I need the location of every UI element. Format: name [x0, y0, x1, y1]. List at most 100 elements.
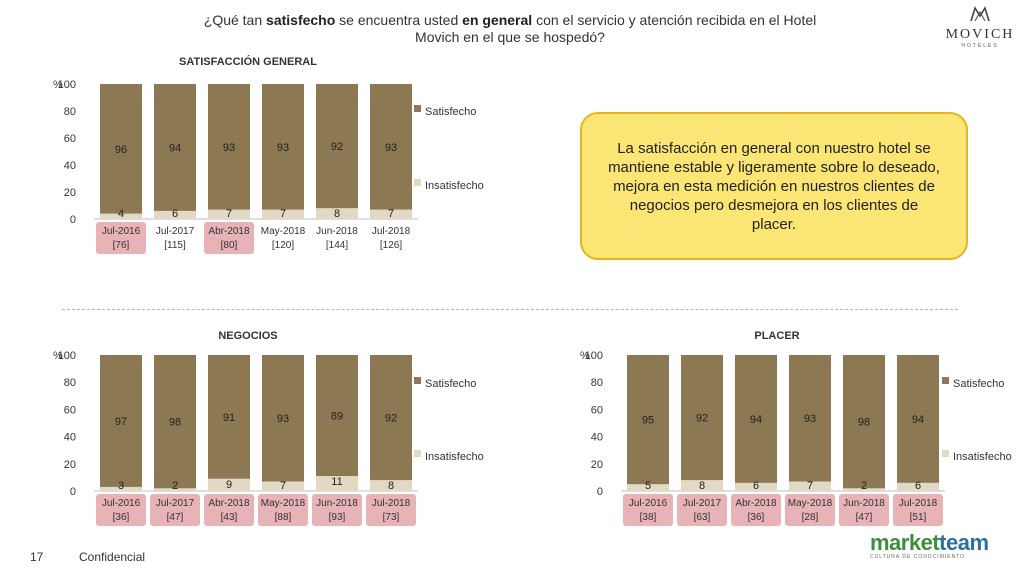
x-tick-label: Jul-2018 — [899, 498, 938, 509]
bar-insatisfecho — [789, 481, 831, 491]
bar-insatisfecho — [897, 482, 939, 491]
category-highlight — [204, 494, 254, 526]
x-tick-label: Jul-2017 — [156, 226, 195, 237]
x-tick-label: Abr-2018 — [208, 498, 250, 509]
category-highlight — [258, 494, 308, 526]
bar-satisfecho — [262, 84, 304, 210]
bar-insatisfecho — [370, 480, 412, 491]
label-insatisfecho: 4 — [118, 208, 124, 220]
label-insatisfecho: 7 — [388, 208, 394, 220]
confidential-label: Confidencial — [79, 550, 146, 564]
label-insatisfecho: 7 — [280, 208, 286, 220]
bar-satisfecho — [843, 355, 885, 489]
legend-swatch — [414, 450, 421, 457]
bar-satisfecho — [100, 84, 142, 214]
movich-logo: MOVICH HOTELES — [940, 6, 1020, 49]
label-insatisfecho: 3 — [118, 480, 124, 492]
x-tick-label: Jul-2016 — [102, 226, 141, 237]
label-satisfecho: 93 — [804, 413, 816, 425]
category-highlight — [96, 494, 146, 526]
x-tick-label: Abr-2018 — [208, 226, 250, 237]
category-highlight — [893, 494, 943, 526]
legend-swatch — [414, 105, 421, 112]
label-satisfecho: 94 — [169, 142, 181, 154]
y-tick-label: 60 — [591, 404, 603, 416]
question-pre: ¿Qué tan — [203, 12, 267, 28]
bar-insatisfecho — [316, 476, 358, 491]
legend-label: Insatisfecho — [953, 451, 1012, 463]
label-satisfecho: 92 — [385, 413, 397, 425]
y-tick-label: 100 — [58, 350, 76, 362]
category-highlight — [785, 494, 835, 526]
label-satisfecho: 98 — [169, 417, 181, 429]
bar-satisfecho — [681, 355, 723, 481]
bar-satisfecho — [154, 355, 196, 489]
label-insatisfecho: 2 — [861, 480, 867, 492]
label-insatisfecho: 7 — [807, 480, 813, 492]
x-tick-base: [144] — [326, 240, 348, 251]
y-axis-label: % — [580, 350, 590, 362]
x-tick-base: [43] — [221, 512, 238, 523]
chart-title: NEGOCIOS — [218, 330, 277, 342]
x-tick-label: Jun-2018 — [843, 498, 885, 509]
bar-insatisfecho — [100, 486, 142, 491]
y-tick-label: 100 — [585, 350, 603, 362]
chart-placer: PLACER 0 20 40 60 80 100% 95 5 Jul-2016 [38] 92 8 Jul… — [580, 330, 1012, 526]
x-tick-base: [80] — [221, 240, 238, 251]
label-insatisfecho: 6 — [172, 208, 178, 220]
bar-insatisfecho — [100, 213, 142, 219]
bar-satisfecho — [154, 84, 196, 211]
category-highlight — [204, 222, 254, 254]
y-tick-label: 20 — [64, 187, 76, 199]
x-tick-base: [115] — [164, 240, 186, 251]
legend-swatch — [942, 377, 949, 384]
label-insatisfecho: 7 — [280, 480, 286, 492]
x-tick-base: [93] — [329, 512, 346, 523]
question-mid: se encuentra usted — [335, 12, 463, 28]
label-satisfecho: 94 — [750, 414, 762, 426]
x-tick-label: Jul-2018 — [372, 498, 411, 509]
callout-text: La satisfacción en general con nuestro h… — [608, 139, 940, 233]
legend-label: Insatisfecho — [425, 180, 484, 192]
question-bold-1: satisfecho — [266, 12, 336, 28]
x-tick-base: [63] — [694, 512, 711, 523]
category-highlight — [623, 494, 673, 526]
x-tick-base: [47] — [856, 512, 873, 523]
x-tick-base: [36] — [113, 512, 130, 523]
y-tick-label: 0 — [597, 486, 603, 498]
x-tick-label: Abr-2018 — [735, 498, 777, 509]
bar-satisfecho — [208, 84, 250, 210]
label-satisfecho: 92 — [331, 141, 343, 153]
x-tick-base: [126] — [380, 240, 402, 251]
chart-negocios: NEGOCIOS020406080100%973Jul-2016[36]982J… — [53, 330, 484, 526]
x-tick-base: [88] — [275, 512, 292, 523]
question-text: ¿Qué tan satisfecho se encuentra usted e… — [190, 12, 830, 46]
label-satisfecho: 98 — [858, 417, 870, 429]
label-insatisfecho: 2 — [172, 480, 178, 492]
label-insatisfecho: 7 — [226, 208, 232, 220]
bar-satisfecho — [316, 355, 358, 477]
y-tick-label: 80 — [64, 377, 76, 389]
y-tick-label: 40 — [64, 160, 76, 172]
legend-swatch — [414, 179, 421, 186]
y-axis-label: % — [53, 79, 63, 91]
label-satisfecho: 93 — [223, 142, 235, 154]
bar-satisfecho — [627, 355, 669, 485]
legend-label: Satisfecho — [953, 378, 1004, 390]
label-insatisfecho: 8 — [388, 480, 394, 492]
question-bold-2: en general — [462, 12, 533, 28]
category-highlight — [839, 494, 889, 526]
bar-satisfecho — [370, 355, 412, 481]
label-satisfecho: 93 — [277, 142, 289, 154]
bar-insatisfecho — [681, 480, 723, 491]
y-axis-label: % — [53, 350, 63, 362]
label-insatisfecho: 11 — [331, 476, 342, 488]
bar-satisfecho — [100, 355, 142, 487]
section-divider — [62, 309, 958, 310]
x-tick-label: Jun-2018 — [316, 498, 358, 509]
legend-label: Satisfecho — [425, 378, 476, 390]
label-satisfecho: 89 — [331, 411, 343, 423]
label-satisfecho: 95 — [642, 415, 654, 427]
y-tick-label: 60 — [64, 404, 76, 416]
category-highlight — [96, 222, 146, 254]
